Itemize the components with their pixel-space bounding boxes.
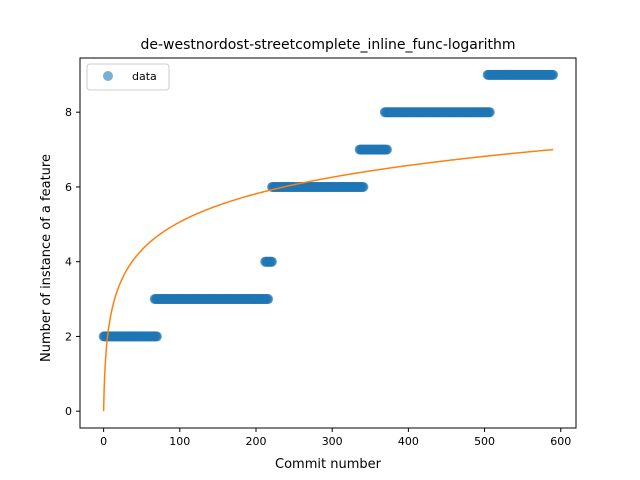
data-point [358, 181, 369, 192]
x-tick-label: 0 [100, 435, 107, 448]
legend: data [86, 63, 170, 91]
y-tick-label: 4 [65, 256, 72, 269]
chart-title: de-westnordost-streetcomplete_inline_fun… [141, 37, 516, 53]
data-series [98, 69, 559, 342]
x-tick-label: 300 [322, 435, 343, 448]
y-tick-label: 2 [65, 330, 72, 343]
y-tick-label: 6 [65, 181, 72, 194]
x-tick-label: 400 [398, 435, 419, 448]
axes: 0 100 200 300 400 500 600 0 2 4 6 8 [65, 57, 577, 448]
x-tick-label: 100 [169, 435, 190, 448]
y-tick-label: 8 [65, 106, 72, 119]
fit-line [102, 148, 554, 412]
data-point [484, 107, 495, 118]
x-axis-label: Commit number [275, 457, 382, 472]
data-point [267, 256, 277, 267]
data-point [548, 69, 559, 80]
plot-area [98, 69, 559, 412]
axes-frame [79, 57, 577, 429]
y-tick-label: 0 [65, 405, 72, 418]
y-axis-label: Number of instance of a feature [39, 154, 54, 362]
x-tick-label: 200 [246, 435, 267, 448]
data-point [382, 144, 393, 155]
data-point [151, 331, 162, 342]
x-tick-label: 600 [550, 435, 571, 448]
legend-box [86, 63, 170, 91]
legend-label-data: data [132, 70, 157, 83]
legend-marker-data [103, 71, 113, 81]
data-point [263, 294, 274, 305]
x-tick-label: 500 [474, 435, 495, 448]
